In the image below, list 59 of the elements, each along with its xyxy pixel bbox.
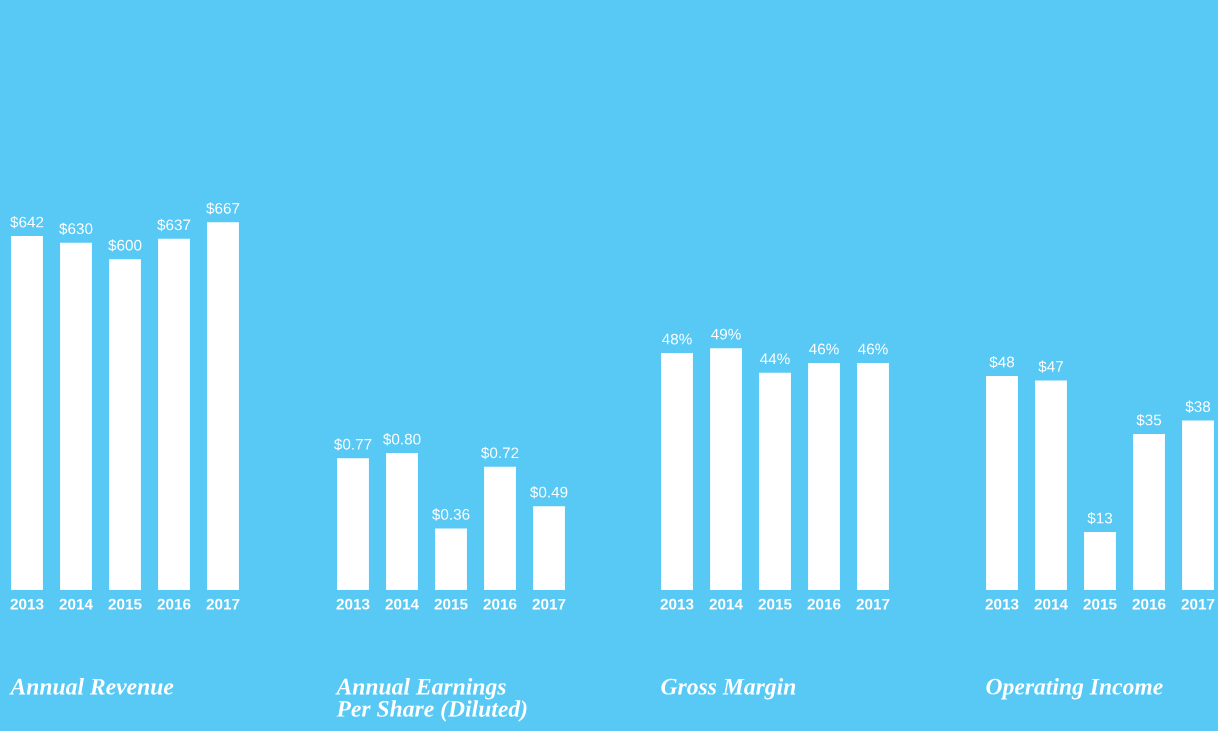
x-tick-label: 2016: [483, 598, 517, 610]
bar: [11, 236, 43, 590]
bar: [109, 259, 141, 590]
x-tick-label: 2013: [985, 598, 1019, 610]
bar: [207, 222, 239, 590]
bar: [386, 453, 418, 590]
bar: [484, 466, 516, 590]
data-label: $667: [206, 202, 240, 215]
data-label: 46%: [809, 343, 839, 355]
data-label: $38: [1185, 400, 1211, 413]
data-label: $35: [1136, 413, 1162, 427]
text: Operating Income: [986, 678, 1163, 700]
text: Annual Revenue: [9, 678, 174, 695]
x-tick-label: 2013: [10, 598, 44, 610]
x-tick-label: 2017: [206, 598, 240, 610]
x-tick-label: 2014: [59, 598, 93, 610]
bar: [1133, 433, 1165, 590]
bar: [1035, 380, 1067, 590]
bar: [337, 458, 369, 590]
data-label: 49%: [711, 328, 741, 340]
x-tick-label: 2013: [336, 598, 370, 610]
data-label: $0.36: [432, 508, 470, 521]
x-tick-label: 2015: [108, 598, 142, 610]
data-label: 46%: [858, 343, 888, 355]
bar: [60, 242, 92, 590]
x-tick-label: 2017: [1181, 598, 1215, 610]
bar: [1182, 420, 1214, 590]
x-tick-label: 2015: [1083, 598, 1117, 610]
data-label: 48%: [662, 333, 692, 345]
bar: [435, 528, 467, 590]
data-label: $13: [1087, 512, 1113, 525]
data-label: $0.72: [481, 446, 519, 460]
x-tick-label: 2015: [758, 598, 792, 610]
data-label: $0.49: [530, 486, 568, 499]
x-tick-label: 2017: [532, 598, 566, 610]
x-tick-label: 2014: [709, 598, 743, 610]
data-label: $637: [157, 218, 191, 232]
x-tick-label: 2014: [385, 598, 419, 610]
data-label: $642: [10, 216, 44, 229]
bar: [986, 375, 1018, 590]
x-tick-label: 2016: [1132, 598, 1166, 610]
bar: [1084, 532, 1116, 590]
x-tick-label: 2014: [1034, 598, 1068, 610]
x-tick-label: 2013: [660, 598, 694, 610]
bar: [158, 238, 190, 590]
bar: [533, 506, 565, 590]
data-label: $600: [108, 239, 142, 252]
text: Annual Earnings Per Share (Diluted): [335, 678, 527, 722]
data-label: $0.80: [383, 433, 421, 446]
x-tick-label: 2015: [434, 598, 468, 610]
x-tick-label: 2017: [856, 598, 890, 610]
x-tick-label: 2016: [807, 598, 841, 610]
text: Gross Margin: [661, 678, 796, 700]
data-label: 44%: [760, 353, 790, 365]
x-tick-label: 2016: [157, 598, 191, 610]
data-label: $0.77: [334, 438, 372, 451]
data-label: $47: [1038, 360, 1063, 373]
data-label: $630: [59, 222, 93, 236]
data-label: $48: [989, 355, 1015, 369]
